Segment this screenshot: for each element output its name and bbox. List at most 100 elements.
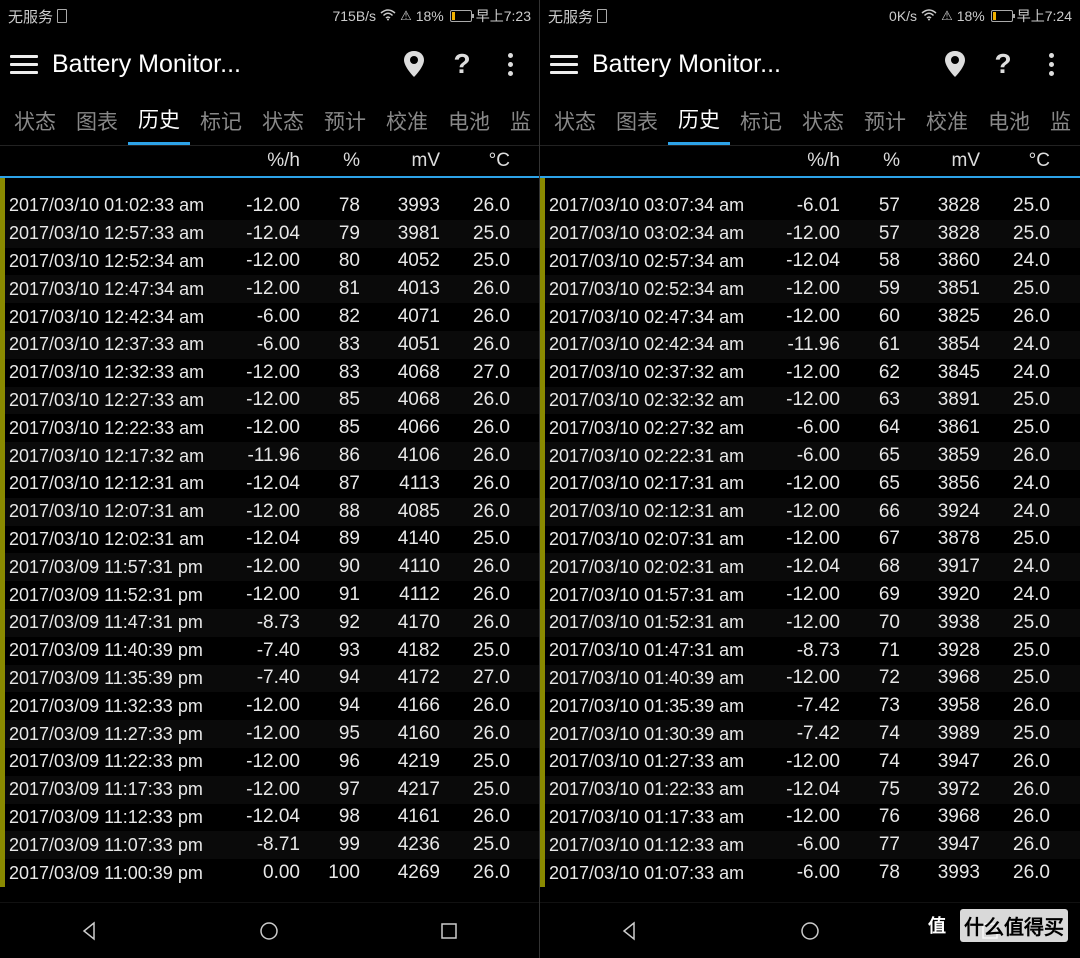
- table-row[interactable]: 2017/03/10 12:32:33 am -12.00 83 4068 27…: [0, 359, 539, 387]
- table-row[interactable]: 2017/03/09 11:35:39 pm -7.40 94 4172 27.…: [0, 665, 539, 693]
- overflow-menu-icon[interactable]: [1038, 51, 1064, 77]
- table-row[interactable]: 2017/03/10 01:22:33 am -12.04 75 3972 26…: [540, 776, 1080, 804]
- table-row[interactable]: 2017/03/10 12:37:33 am -6.00 83 4051 26.…: [0, 331, 539, 359]
- overflow-menu-icon[interactable]: [497, 51, 523, 77]
- tab-电池[interactable]: 电池: [438, 96, 500, 145]
- help-icon[interactable]: ?: [449, 51, 475, 77]
- tab-历史[interactable]: 历史: [668, 96, 730, 145]
- table-row[interactable]: 2017/03/10 02:47:34 am -12.00 60 3825 26…: [540, 303, 1080, 331]
- table-row[interactable]: 2017/03/10 12:02:31 am -12.04 89 4140 25…: [0, 526, 539, 554]
- table-row[interactable]: 2017/03/10 12:42:34 am -6.00 82 4071 26.…: [0, 303, 539, 331]
- table-row[interactable]: 2017/03/09 11:52:31 pm -12.00 91 4112 26…: [0, 581, 539, 609]
- tab-状态[interactable]: 状态: [252, 96, 314, 145]
- table-row[interactable]: 2017/03/09 11:17:33 pm -12.00 97 4217 25…: [0, 776, 539, 804]
- cell-time: 2017/03/10 12:52:34 am: [5, 251, 230, 272]
- table-row[interactable]: 2017/03/10 02:02:31 am -12.04 68 3917 24…: [540, 553, 1080, 581]
- location-icon[interactable]: [401, 51, 427, 77]
- table-row[interactable]: 2017/03/10 02:42:34 am -11.96 61 3854 24…: [540, 331, 1080, 359]
- table-row[interactable]: 2017/03/10 02:17:31 am -12.00 65 3856 24…: [540, 470, 1080, 498]
- cell-rate: -12.00: [230, 751, 300, 773]
- table-row[interactable]: 2017/03/10 02:32:32 am -12.00 63 3891 25…: [540, 387, 1080, 415]
- table-row[interactable]: 2017/03/10 12:57:33 am -12.04 79 3981 25…: [0, 220, 539, 248]
- tab-标记[interactable]: 标记: [190, 96, 252, 145]
- cell-time: 2017/03/10 01:40:39 am: [545, 668, 770, 689]
- table-row[interactable]: 2017/03/09 11:40:39 pm -7.40 93 4182 25.…: [0, 637, 539, 665]
- location-icon[interactable]: [942, 51, 968, 77]
- history-list[interactable]: 2017/03/10 01:02:33 am -12.00 78 3993 26…: [0, 178, 539, 902]
- table-row[interactable]: 2017/03/10 12:07:31 am -12.00 88 4085 26…: [0, 498, 539, 526]
- screens-container: 无服务 715B/s ⚠ 18% 早上7:23 Battery Monitor.…: [0, 0, 1080, 958]
- tab-图表[interactable]: 图表: [66, 96, 128, 145]
- tab-标记[interactable]: 标记: [730, 96, 792, 145]
- net-speed: 715B/s: [332, 8, 376, 24]
- tab-状态[interactable]: 状态: [4, 96, 66, 145]
- table-row[interactable]: 2017/03/09 11:27:33 pm -12.00 95 4160 26…: [0, 720, 539, 748]
- tab-状态[interactable]: 状态: [792, 96, 854, 145]
- cell-time: 2017/03/10 01:35:39 am: [545, 696, 770, 717]
- cell-mv: 3851: [900, 278, 980, 300]
- menu-button[interactable]: [550, 50, 578, 78]
- table-row[interactable]: 2017/03/09 11:22:33 pm -12.00 96 4219 25…: [0, 748, 539, 776]
- table-row[interactable]: 2017/03/10 12:12:31 am -12.04 87 4113 26…: [0, 470, 539, 498]
- table-row[interactable]: 2017/03/10 01:35:39 am -7.42 73 3958 26.…: [540, 692, 1080, 720]
- table-row[interactable]: 2017/03/09 11:07:33 pm -8.71 99 4236 25.…: [0, 831, 539, 859]
- table-row[interactable]: 2017/03/10 12:47:34 am -12.00 81 4013 26…: [0, 275, 539, 303]
- history-list[interactable]: 2017/03/10 03:07:34 am -6.01 57 3828 25.…: [540, 178, 1080, 902]
- nav-home-button[interactable]: [780, 911, 840, 951]
- battery-alert-icon: ⚠: [400, 8, 412, 24]
- cell-rate: -12.00: [770, 278, 840, 300]
- col-rate: %/h: [230, 150, 300, 172]
- tab-电池[interactable]: 电池: [978, 96, 1040, 145]
- table-row[interactable]: 2017/03/10 01:52:31 am -12.00 70 3938 25…: [540, 609, 1080, 637]
- tab-监[interactable]: 监: [1040, 96, 1080, 145]
- tab-状态[interactable]: 状态: [544, 96, 606, 145]
- cell-pct: 63: [840, 389, 900, 411]
- tab-预计[interactable]: 预计: [314, 96, 376, 145]
- cell-time: 2017/03/10 01:27:33 am: [545, 751, 770, 772]
- table-row[interactable]: 2017/03/10 02:07:31 am -12.00 67 3878 25…: [540, 526, 1080, 554]
- tab-历史[interactable]: 历史: [128, 96, 190, 145]
- table-row[interactable]: 2017/03/10 12:22:33 am -12.00 85 4066 26…: [0, 414, 539, 442]
- table-row[interactable]: 2017/03/10 02:52:34 am -12.00 59 3851 25…: [540, 275, 1080, 303]
- table-row[interactable]: 2017/03/10 12:17:32 am -11.96 86 4106 26…: [0, 442, 539, 470]
- table-row[interactable]: 2017/03/10 01:02:33 am -12.00 78 3993 26…: [0, 192, 539, 220]
- nav-back-button[interactable]: [60, 911, 120, 951]
- table-row[interactable]: 2017/03/10 03:07:34 am -6.01 57 3828 25.…: [540, 192, 1080, 220]
- tab-监[interactable]: 监: [500, 96, 539, 145]
- table-row[interactable]: 2017/03/10 02:27:32 am -6.00 64 3861 25.…: [540, 414, 1080, 442]
- battery-icon: [450, 10, 472, 22]
- table-row[interactable]: 2017/03/10 01:07:33 am -6.00 78 3993 26.…: [540, 859, 1080, 887]
- cell-time: 2017/03/10 01:52:31 am: [545, 612, 770, 633]
- tab-图表[interactable]: 图表: [606, 96, 668, 145]
- table-row[interactable]: 2017/03/09 11:57:31 pm -12.00 90 4110 26…: [0, 553, 539, 581]
- tab-预计[interactable]: 预计: [854, 96, 916, 145]
- menu-button[interactable]: [10, 50, 38, 78]
- table-row[interactable]: 2017/03/10 02:22:31 am -6.00 65 3859 26.…: [540, 442, 1080, 470]
- cell-time: 2017/03/09 11:00:39 pm: [5, 863, 230, 884]
- table-row[interactable]: 2017/03/10 12:52:34 am -12.00 80 4052 25…: [0, 248, 539, 276]
- table-row[interactable]: 2017/03/10 01:57:31 am -12.00 69 3920 24…: [540, 581, 1080, 609]
- table-row[interactable]: 2017/03/10 02:37:32 am -12.00 62 3845 24…: [540, 359, 1080, 387]
- table-row[interactable]: 2017/03/10 01:12:33 am -6.00 77 3947 26.…: [540, 831, 1080, 859]
- table-row[interactable]: 2017/03/10 01:47:31 am -8.73 71 3928 25.…: [540, 637, 1080, 665]
- table-row[interactable]: 2017/03/10 03:02:34 am -12.00 57 3828 25…: [540, 220, 1080, 248]
- table-row[interactable]: 2017/03/10 01:17:33 am -12.00 76 3968 26…: [540, 804, 1080, 832]
- tab-校准[interactable]: 校准: [916, 96, 978, 145]
- table-row[interactable]: 2017/03/10 02:57:34 am -12.04 58 3860 24…: [540, 248, 1080, 276]
- table-row[interactable]: 2017/03/09 11:12:33 pm -12.04 98 4161 26…: [0, 804, 539, 832]
- table-row[interactable]: 2017/03/10 12:27:33 am -12.00 85 4068 26…: [0, 387, 539, 415]
- cell-rate: -12.00: [230, 195, 300, 217]
- table-row[interactable]: 2017/03/09 11:32:33 pm -12.00 94 4166 26…: [0, 692, 539, 720]
- table-row[interactable]: 2017/03/09 11:00:39 pm 0.00 100 4269 26.…: [0, 859, 539, 887]
- cell-temp: 26.0: [440, 334, 510, 356]
- nav-home-button[interactable]: [239, 911, 299, 951]
- table-row[interactable]: 2017/03/09 11:47:31 pm -8.73 92 4170 26.…: [0, 609, 539, 637]
- table-row[interactable]: 2017/03/10 01:30:39 am -7.42 74 3989 25.…: [540, 720, 1080, 748]
- table-row[interactable]: 2017/03/10 02:12:31 am -12.00 66 3924 24…: [540, 498, 1080, 526]
- tab-校准[interactable]: 校准: [376, 96, 438, 145]
- table-row[interactable]: 2017/03/10 01:27:33 am -12.00 74 3947 26…: [540, 748, 1080, 776]
- nav-back-button[interactable]: [600, 911, 660, 951]
- table-row[interactable]: 2017/03/10 01:40:39 am -12.00 72 3968 25…: [540, 665, 1080, 693]
- nav-recent-button[interactable]: [419, 911, 479, 951]
- help-icon[interactable]: ?: [990, 51, 1016, 77]
